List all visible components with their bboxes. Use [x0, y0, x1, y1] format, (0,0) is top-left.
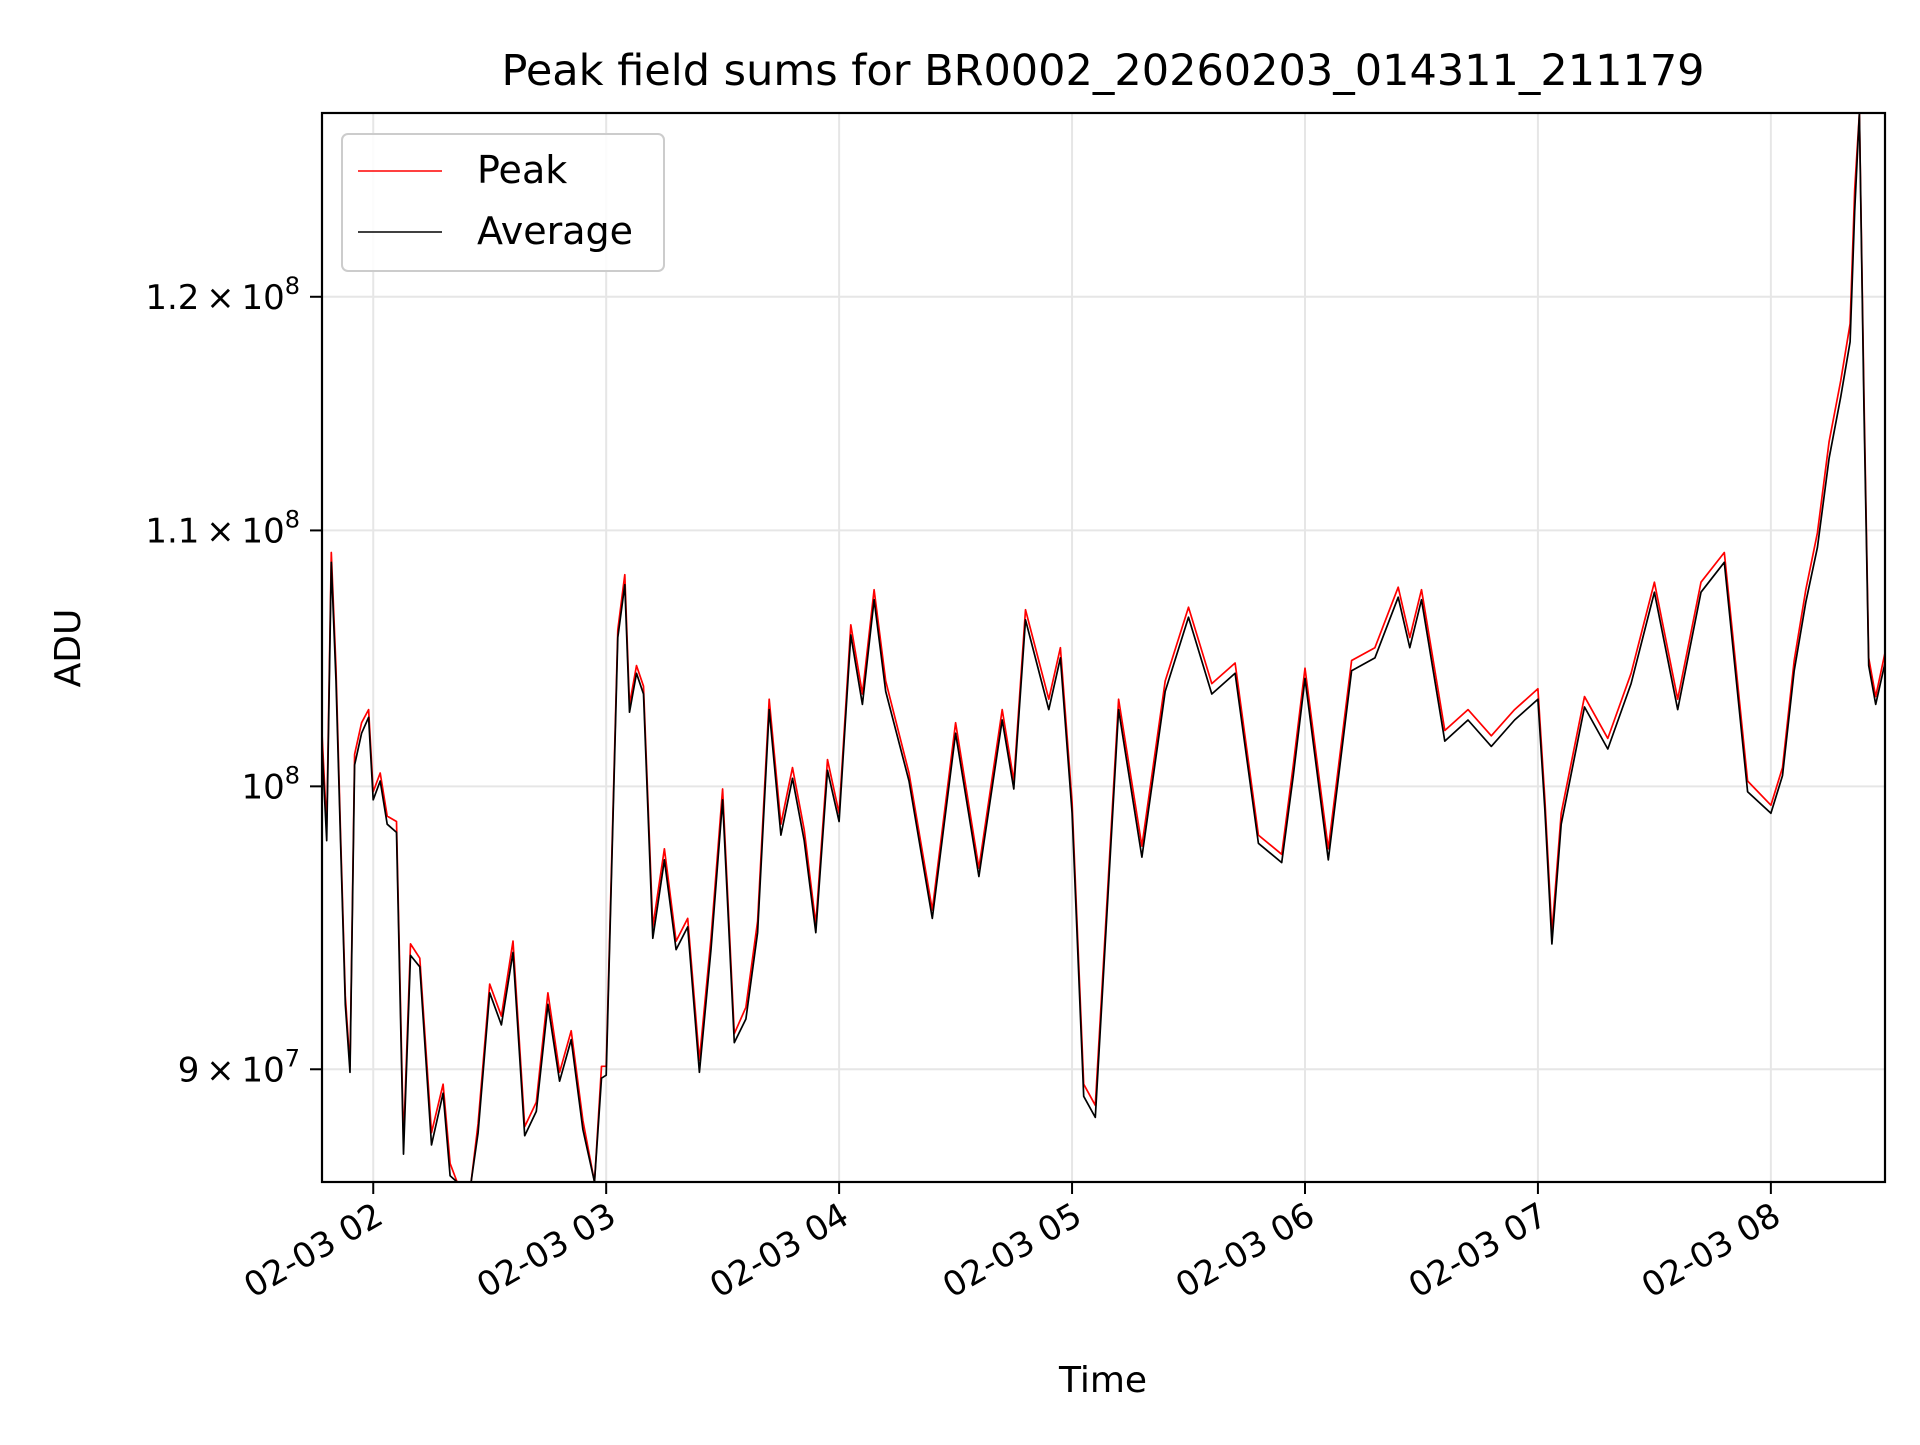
chart-title: Peak field sums for BR0002_20260203_0143…: [501, 46, 1704, 96]
legend-label-average: Average: [477, 209, 633, 253]
y-tick-label: 108: [241, 761, 300, 807]
y-axis-ticks: 9 × 107 108 1.1 × 108 1.2 × 108: [145, 272, 322, 1090]
y-tick-label: 9 × 107: [178, 1044, 300, 1090]
x-tick-label: 02-03 04: [703, 1195, 855, 1306]
legend-box: [341, 133, 665, 272]
series-line-peak: [321, 112, 1886, 1183]
x-tick-label: 02-03 05: [936, 1195, 1088, 1306]
x-tick-label: 02-03 03: [470, 1195, 622, 1306]
x-axis-label: Time: [1058, 1360, 1147, 1401]
series-line-average: [321, 112, 1886, 1183]
y-axis-label: ADU: [48, 609, 89, 688]
legend: Peak Average: [341, 133, 665, 272]
grid-lines: [322, 113, 1885, 1182]
y-tick-label: 1.1 × 108: [145, 505, 300, 551]
x-tick-label: 02-03 02: [237, 1195, 389, 1306]
x-tick-label: 02-03 06: [1169, 1195, 1321, 1306]
x-tick-label: 02-03 08: [1635, 1195, 1787, 1306]
plot-area: [321, 112, 1886, 1183]
legend-label-peak: Peak: [477, 148, 567, 192]
y-tick-label: 1.2 × 108: [145, 272, 300, 318]
x-tick-label: 02-03 07: [1402, 1195, 1554, 1306]
axes-frame: [320, 111, 1887, 1184]
x-axis-ticks: 02-03 02 02-03 03 02-03 04 02-03 05 02-03 06…: [237, 1182, 1787, 1306]
